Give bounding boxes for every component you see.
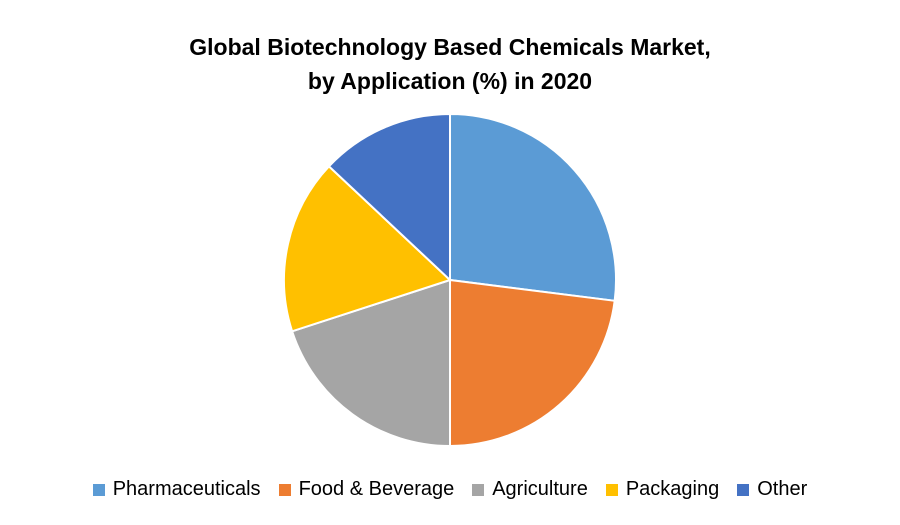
legend-label: Food & Beverage <box>298 478 455 500</box>
legend-label: Pharmaceuticals <box>112 478 261 500</box>
title-line: Global Biotechnology Based Chemicals Mar… <box>189 34 711 60</box>
legend-swatch <box>472 483 485 496</box>
legend-item: Food & Beverage <box>278 478 455 501</box>
title-line: by Application (%) in 2020 <box>307 68 593 94</box>
legend: Pharmaceuticals Food & Beverage Agricultur… <box>0 478 900 501</box>
legend-swatch <box>92 483 105 496</box>
chart-title: Global Biotechnology Based Chemicals Mar… <box>0 30 900 98</box>
legend-item: Agriculture <box>472 478 588 501</box>
legend-swatch <box>605 483 618 496</box>
legend-label: Other <box>757 478 808 500</box>
legend-label: Packaging <box>625 478 720 500</box>
pie-slice <box>283 164 452 333</box>
pie-slice <box>327 112 451 283</box>
legend-item: Pharmaceuticals <box>92 478 261 501</box>
legend-item: Other <box>737 478 807 501</box>
pie-slice <box>449 112 617 302</box>
pie-slice <box>449 278 616 448</box>
pie-slice <box>290 278 451 448</box>
legend-swatch <box>278 483 291 496</box>
legend-label: Agriculture <box>492 478 588 500</box>
legend-item: Packaging <box>605 478 720 501</box>
legend-swatch <box>737 483 750 496</box>
